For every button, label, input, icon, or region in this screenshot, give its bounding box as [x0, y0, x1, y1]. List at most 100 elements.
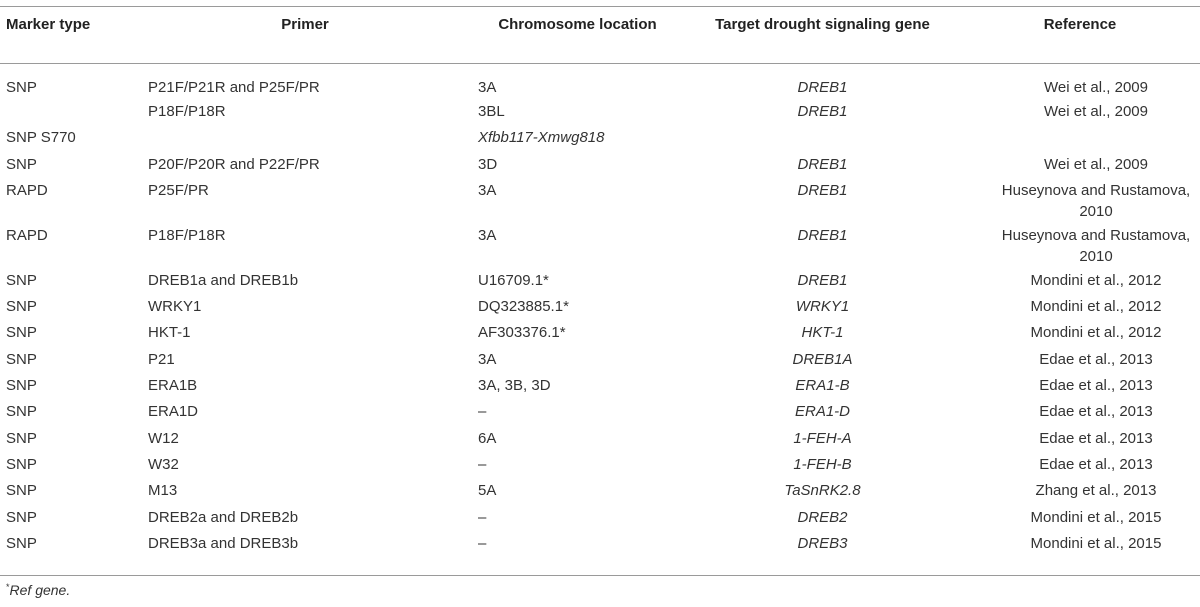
cell-chromosome: –	[478, 455, 487, 473]
top-rule	[0, 6, 1200, 7]
cell-chromosome: 3BL	[478, 103, 505, 120]
cell-chromosome: –	[478, 534, 487, 552]
footnote: *Ref gene.	[6, 582, 70, 598]
cell-target-gene: DREB1	[797, 155, 848, 173]
cell-marker-type: SNP S770	[6, 129, 76, 147]
table-row: P18F/P18R 3BL DREB1 Wei et al., 2009	[0, 98, 1200, 124]
cell-reference: Edae et al., 2013	[1039, 377, 1153, 395]
cell-reference: Edae et al., 2013	[1039, 455, 1153, 473]
table-row: SNP M13 5A TaSnRK2.8 Zhang et al., 2013	[0, 477, 1200, 503]
table-row: SNP P20F/P20R and P22F/PR 3D DREB1 Wei et al…	[0, 151, 1200, 177]
cell-chromosome: DQ323885.1*	[478, 298, 569, 316]
cell-target-gene: 1-FEH-B	[793, 455, 852, 473]
cell-primer: P21	[148, 350, 175, 368]
cell-primer: M13	[148, 482, 178, 500]
cell-marker-type: SNP	[6, 271, 37, 289]
table-row: SNP S770 Xfbb117-Xmwg818	[0, 124, 1200, 150]
cell-reference: Mondini et al., 2012	[1030, 324, 1162, 342]
cell-primer: ERA1B	[148, 377, 198, 395]
cell-chromosome: 3D	[478, 155, 498, 173]
table-body: SNP P21F/P21R and P25F/PR 3A DREB1 Wei et al…	[0, 63, 1200, 556]
table-row: SNP P21F/P21R and P25F/PR 3A DREB1 Wei et al…	[0, 63, 1200, 98]
table-row: SNP W12 6A 1-FEH-A Edae et al., 2013	[0, 425, 1200, 451]
table-row: SNP ERA1B 3A, 3B, 3D ERA1-B Edae et al., 201…	[0, 372, 1200, 398]
cell-primer: P18F/P18R	[148, 103, 226, 120]
cell-primer: W12	[148, 429, 179, 447]
header-reference: Reference	[1043, 16, 1117, 33]
cell-reference: Huseynova and Rustamova, 2010	[1001, 226, 1191, 265]
header-primer: Primer	[281, 16, 329, 33]
table-row: SNP DREB2a and DREB2b – DREB2 Mondini et al.…	[0, 504, 1200, 530]
marker-table: Marker type Primer Chromosome location T…	[0, 7, 1200, 556]
bottom-rule	[0, 575, 1200, 576]
cell-marker-type: SNP	[6, 79, 37, 96]
cell-reference: Huseynova and Rustamova, 2010	[1001, 181, 1191, 220]
header-rule	[0, 63, 1200, 64]
cell-reference: Wei et al., 2009	[1044, 103, 1148, 120]
cell-marker-type: SNP	[6, 534, 37, 552]
cell-reference: Mondini et al., 2012	[1030, 271, 1162, 289]
cell-reference: Edae et al., 2013	[1039, 350, 1153, 368]
cell-marker-type: RAPD	[6, 226, 48, 244]
cell-chromosome: –	[478, 403, 487, 421]
table-row: SNP W32 – 1-FEH-B Edae et al., 2013	[0, 451, 1200, 477]
cell-chromosome: U16709.1*	[478, 271, 549, 289]
cell-marker-type: SNP	[6, 377, 37, 395]
cell-marker-type: SNP	[6, 482, 37, 500]
cell-primer: P25F/PR	[148, 181, 209, 199]
cell-primer: DREB1a and DREB1b	[148, 271, 299, 289]
cell-target-gene: DREB3	[797, 534, 848, 552]
cell-marker-type: SNP	[6, 324, 37, 342]
cell-primer: P18F/P18R	[148, 226, 226, 244]
table-row: RAPD P25F/PR 3A DREB1 Huseynova and Rustamov…	[0, 177, 1200, 222]
table-row: SNP HKT-1 AF303376.1* HKT-1 Mondini et al., …	[0, 319, 1200, 345]
cell-reference: Wei et al., 2009	[1044, 79, 1148, 96]
cell-primer: ERA1D	[148, 403, 199, 421]
header-marker-type: Marker type	[6, 16, 91, 33]
header-row: Marker type Primer Chromosome location T…	[0, 7, 1200, 63]
cell-primer: P20F/P20R and P22F/PR	[148, 155, 320, 173]
table-row: SNP WRKY1 DQ323885.1* WRKY1 Mondini et al., …	[0, 293, 1200, 319]
cell-target-gene	[685, 124, 960, 150]
table-row: RAPD P18F/P18R 3A DREB1 Huseynova and Rustam…	[0, 222, 1200, 267]
cell-marker-type: RAPD	[6, 181, 48, 199]
cell-chromosome: 3A	[478, 350, 497, 368]
cell-marker-type: SNP	[6, 508, 37, 526]
header-chromosome: Chromosome location	[498, 16, 657, 33]
cell-target-gene: HKT-1	[801, 324, 844, 342]
cell-target-gene: DREB1	[797, 271, 848, 289]
cell-target-gene: DREB1	[797, 103, 848, 120]
cell-target-gene: ERA1-B	[795, 377, 850, 395]
cell-reference: Mondini et al., 2015	[1030, 534, 1162, 552]
cell-target-gene: WRKY1	[795, 298, 850, 316]
table-row: SNP DREB3a and DREB3b – DREB3 Mondini et al.…	[0, 530, 1200, 556]
cell-marker-type: SNP	[6, 429, 37, 447]
cell-chromosome: 3A	[478, 79, 497, 96]
cell-reference	[960, 124, 1200, 150]
cell-primer	[140, 124, 470, 150]
cell-primer: W32	[148, 455, 179, 473]
cell-chromosome: 3A	[478, 226, 497, 244]
cell-target-gene: 1-FEH-A	[793, 429, 852, 447]
cell-marker-type	[0, 98, 140, 124]
cell-reference: Edae et al., 2013	[1039, 403, 1153, 421]
cell-primer: P21F/P21R and P25F/PR	[148, 79, 320, 96]
header-target-gene: Target drought signaling gene	[715, 16, 930, 33]
table-row: SNP P21 3A DREB1A Edae et al., 2013	[0, 346, 1200, 372]
cell-reference: Mondini et al., 2015	[1030, 508, 1162, 526]
cell-target-gene: DREB1	[797, 226, 848, 244]
cell-reference: Wei et al., 2009	[1044, 155, 1148, 173]
cell-marker-type: SNP	[6, 155, 37, 173]
cell-chromosome: 3A, 3B, 3D	[478, 377, 551, 395]
cell-primer: DREB3a and DREB3b	[148, 534, 299, 552]
footnote-text: Ref gene.	[9, 582, 71, 598]
cell-chromosome: 6A	[478, 429, 497, 447]
cell-chromosome: Xfbb117-Xmwg818	[478, 129, 605, 147]
cell-target-gene: ERA1-D	[794, 403, 850, 421]
cell-chromosome: –	[478, 508, 487, 526]
cell-chromosome: AF303376.1*	[478, 324, 566, 342]
cell-marker-type: SNP	[6, 455, 37, 473]
cell-reference: Zhang et al., 2013	[1035, 482, 1157, 500]
cell-reference: Edae et al., 2013	[1039, 429, 1153, 447]
cell-target-gene: DREB2	[797, 508, 848, 526]
